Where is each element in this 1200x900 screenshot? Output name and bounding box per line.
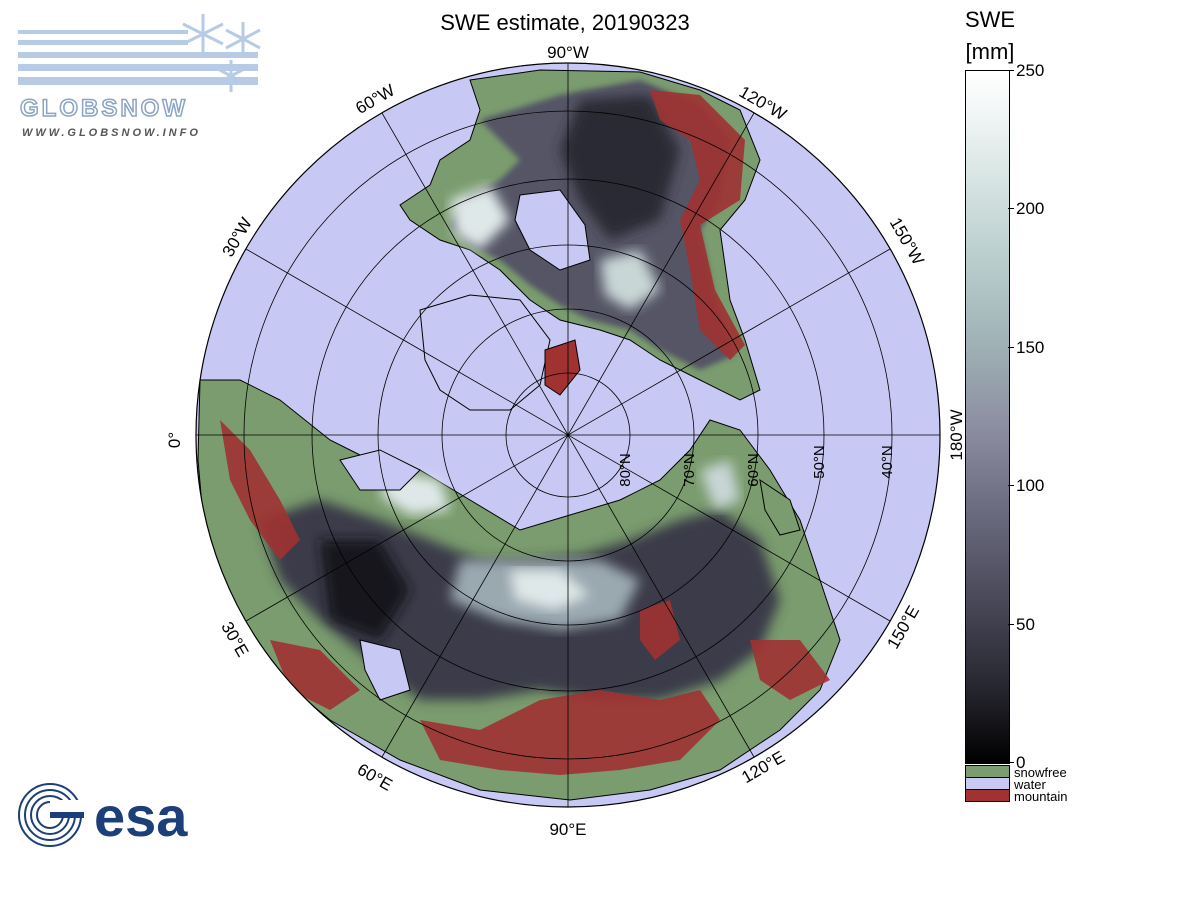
map-boundary: [195, 62, 941, 808]
scandinavia-mountain: [220, 420, 300, 560]
hudson-bay-water: [514, 189, 591, 271]
colorbar-tick: [1008, 623, 1014, 625]
greenland-land: [419, 294, 551, 411]
lon-label-90e: 90°E: [549, 820, 586, 839]
colorbar-title-line1: SWE: [964, 7, 1016, 32]
swe-colorbar: [965, 70, 1010, 764]
lon-label-60e: 60°E: [354, 760, 396, 795]
category-label-snowfree: snowfree: [1014, 765, 1067, 780]
colorbar-tick-label: 100: [1016, 476, 1045, 496]
lat-label-60n: 60°N: [745, 453, 762, 487]
colorbar-tick: [1008, 346, 1014, 348]
lon-label-90w: 90°W: [547, 43, 589, 62]
lat-label-80n: 80°N: [617, 453, 634, 487]
colorbar-tick-label: 50: [1016, 614, 1035, 634]
colorbar-tick-label: 0: [1016, 753, 1026, 772]
lat-label-40n: 40°N: [879, 445, 896, 479]
category-swatch-mountain: [965, 789, 1010, 802]
colorbar-tick: [1008, 208, 1014, 210]
category-label-mountain: mountain: [1014, 789, 1068, 804]
colorbar-title: SWE [mm]: [950, 4, 1030, 68]
colorbar-tick-label: 250: [1016, 61, 1045, 80]
lon-label-180w: 180°W: [947, 409, 966, 460]
lat-label-50n: 50°N: [811, 445, 828, 479]
lat-label-70n: 70°N: [681, 453, 698, 487]
colorbar-tick-label: 150: [1016, 337, 1045, 357]
colorbar-tick: [1008, 485, 1014, 487]
map-title: SWE estimate, 20190323: [440, 10, 690, 35]
colorbar-tick-label: 200: [1016, 199, 1045, 219]
colorbar-tick: [1008, 70, 1014, 71]
category-label-water: water: [1014, 777, 1046, 792]
central-asia-mountain: [420, 690, 720, 775]
lon-label-30e: 30°E: [217, 618, 252, 660]
snowflake-icon: [182, 14, 261, 92]
globsnow-logo: GLOBSNOW WWW.GLOBSNOW.INFO: [18, 14, 261, 139]
lon-label-0: 0°: [165, 432, 184, 448]
graticule: [196, 63, 940, 807]
colorbar-title-line2: [mm]: [965, 39, 1015, 64]
globsnow-url: WWW.GLOBSNOW.INFO: [22, 127, 201, 139]
esa-wordmark: esa: [94, 785, 188, 848]
esa-logo: esa: [18, 783, 188, 848]
globsnow-wordmark: GLOBSNOW: [20, 95, 188, 122]
rockies-mountain: [650, 90, 745, 360]
colorbar-tick: [1008, 762, 1014, 763]
